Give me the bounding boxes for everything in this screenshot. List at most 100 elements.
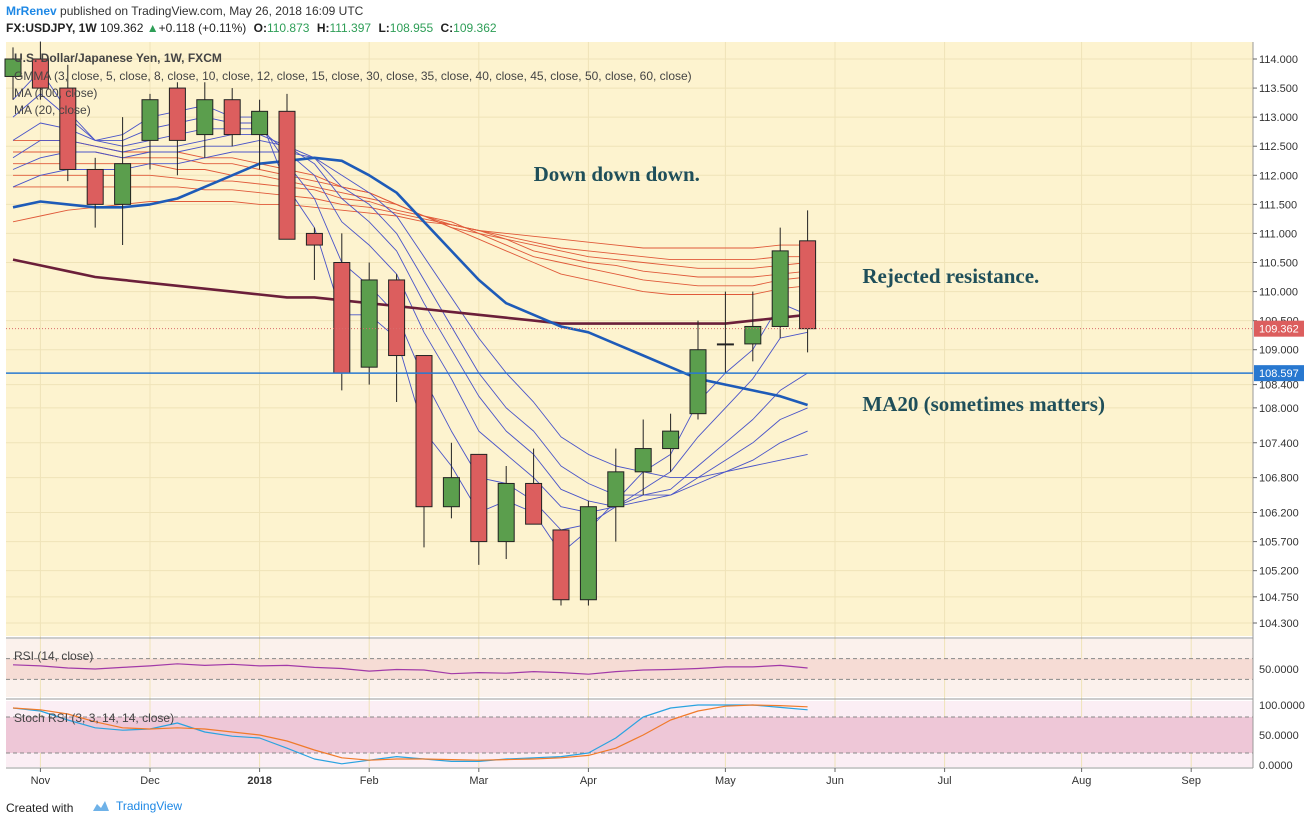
price-tick-label: 106.800 (1259, 473, 1299, 485)
candle-body-up (716, 343, 734, 346)
time-tick-label: Feb (360, 775, 379, 787)
support-price-badge-bg (1254, 365, 1304, 382)
gmma-short-line (12, 134, 808, 508)
candle-body-up (141, 99, 159, 141)
open-label: O: (253, 21, 267, 35)
candle (497, 466, 515, 560)
time-tick-label: Jun (826, 775, 844, 787)
candle (360, 262, 378, 385)
candle (662, 413, 680, 472)
footer: Created with TradingView (0, 795, 1316, 825)
grid-lines (6, 42, 1253, 767)
gmma-long-line (13, 186, 808, 261)
candle (716, 291, 734, 373)
candle-body-up (4, 58, 22, 77)
stoch-rsi-label: Stoch RSI (3, 3, 14, 14, close) (14, 711, 174, 725)
price-tick-label: 113.000 (1259, 112, 1298, 124)
chart-annotation: MA20 (sometimes matters) (862, 392, 1105, 416)
candle-body-up (360, 279, 378, 368)
last-price-badge-text: 109.362 (1259, 324, 1299, 336)
symbol-line: FX:USDJPY, 1W 109.362 ▲+0.118 (+0.11%) O… (6, 21, 497, 35)
low-value: 108.955 (389, 21, 434, 35)
price-tick-label: 108.000 (1259, 403, 1299, 415)
high-value: 111.397 (329, 21, 372, 35)
gmma-short-line (12, 139, 808, 496)
time-tick-label: Aug (1072, 775, 1092, 787)
price-tick-label: 110.000 (1259, 287, 1298, 299)
last-price: 109.362 (100, 21, 144, 35)
candle-body-up (442, 477, 460, 508)
gmma-long-line (12, 201, 808, 249)
annotations: Down down down. Rejected resistance. MA20 … (534, 162, 1105, 416)
candle-body-down (168, 87, 186, 141)
price-tick-label: 111.500 (1259, 199, 1297, 211)
candle (196, 82, 214, 158)
oscillators: RSI (14, close) Stoch RSI (3, 3, 14, 14, … (12, 649, 808, 765)
candle (689, 320, 707, 420)
candle (388, 274, 406, 403)
chart-header: MrRenev published on TradingView.com, Ma… (0, 0, 1316, 40)
candle-body-down (415, 355, 433, 508)
price-tick-label: 107.400 (1259, 438, 1299, 450)
time-tick-label: Nov (31, 775, 51, 787)
price-tick-label: 110.500 (1259, 258, 1298, 270)
time-tick-label: Jul (938, 775, 952, 787)
low-label: L: (378, 21, 390, 35)
up-arrow-icon: ▲ (146, 21, 159, 35)
rsi-axis-label: 50.0000 (1259, 664, 1299, 676)
last-price-badge: 109.362 (1254, 320, 1304, 337)
candle (114, 117, 132, 246)
candle-body-down (552, 529, 570, 601)
stoch-axis-label: 50.0000 (1259, 730, 1299, 742)
candle-body-down (388, 279, 406, 357)
time-tick-label: Dec (140, 775, 160, 787)
price-axis[interactable]: 114.000 113.500 113.000 112.500 112.000 111.5… (1253, 54, 1305, 772)
candle (579, 500, 597, 606)
author-link[interactable]: MrRenev (6, 4, 57, 18)
gmma-short-line (12, 151, 808, 479)
last-price-badge-bg (1254, 320, 1304, 337)
candle-body-down (333, 262, 351, 374)
moving-averages (12, 156, 808, 407)
gmma-long-line (13, 174, 808, 269)
candle (168, 82, 186, 176)
main-pane-background (6, 42, 1253, 636)
support-price-badge-text: 108.597 (1259, 368, 1299, 380)
candle-body-down (278, 110, 296, 240)
candle (771, 227, 789, 339)
published-text: published on TradingView.com, May 26, 20… (60, 4, 364, 18)
gmma-long-line (13, 163, 808, 278)
price-tick-label: 109.000 (1259, 345, 1299, 357)
price-chart[interactable]: RSI (14, close) Stoch RSI (3, 3, 14, 14, … (0, 40, 1316, 795)
publish-line: MrRenev published on TradingView.com, Ma… (6, 4, 363, 18)
price-tick-label: 113.500 (1259, 83, 1298, 95)
open-value: 110.873 (266, 21, 310, 35)
candle-body-up (579, 506, 597, 601)
chart-annotation: Down down down. (534, 162, 700, 186)
candle-body-up (114, 163, 132, 205)
candle (525, 448, 543, 525)
time-tick-label: Apr (580, 775, 597, 787)
symbol-name[interactable]: FX:USDJPY, 1W (6, 21, 97, 35)
candle-body-down (86, 168, 104, 205)
candle (59, 64, 77, 182)
candle-body-up (634, 448, 652, 473)
rsi-label: RSI (14, close) (14, 649, 93, 663)
candle-body-up (607, 471, 625, 508)
price-tick-label: 104.750 (1259, 592, 1299, 604)
candle (552, 529, 570, 606)
candle-body-up (251, 110, 269, 136)
stoch-axis-label: 0.0000 (1259, 760, 1293, 772)
price-tick-label: 108.400 (1259, 380, 1299, 392)
tradingview-brand[interactable]: TradingView (88, 799, 182, 813)
indicator-legend-item: MA (100, close) (14, 86, 97, 100)
candle (278, 93, 296, 240)
candle-body-up (744, 325, 762, 345)
candle-body-down (799, 240, 817, 330)
chart-annotation: Rejected resistance. (862, 264, 1039, 288)
horizontal-lines (6, 328, 1253, 374)
close-label: C: (440, 21, 454, 35)
time-axis[interactable]: Nov Dec 2018 Feb Mar Apr May Jun Jul Aug Sep (31, 768, 1201, 787)
rsi-line (12, 663, 808, 675)
time-tick-label: Mar (469, 775, 488, 787)
